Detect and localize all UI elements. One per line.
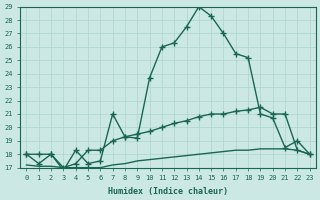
X-axis label: Humidex (Indice chaleur): Humidex (Indice chaleur)	[108, 187, 228, 196]
